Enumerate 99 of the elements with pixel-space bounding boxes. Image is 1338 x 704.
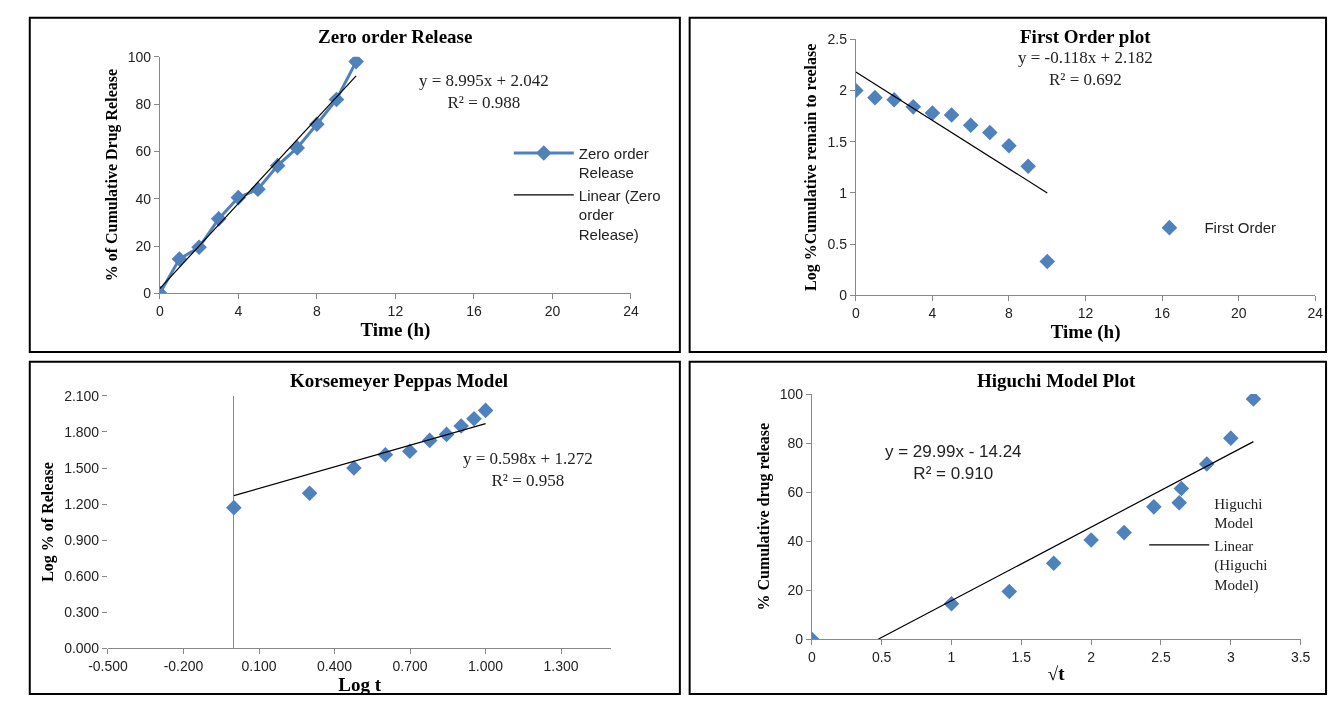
legend-label: Higuchi Model <box>1214 495 1263 532</box>
x-tick-label: 12 <box>1077 305 1094 322</box>
x-tick-label: 4 <box>928 305 937 322</box>
y-tick-label: 1.200 <box>64 495 100 512</box>
point <box>346 460 362 476</box>
y-tick-label: 20 <box>135 237 152 254</box>
point <box>1223 430 1239 446</box>
legend-label: Zero order Release <box>578 144 649 182</box>
y-tick-label: 0.000 <box>64 640 100 657</box>
y-tick-label: 0.900 <box>64 531 100 548</box>
y-tick-label: 0 <box>795 631 804 648</box>
x-tick-label: 24 <box>1307 305 1324 322</box>
y-tick-label: 2.5 <box>827 31 848 48</box>
x-tick-label: 8 <box>1005 305 1014 322</box>
y-axis-title: Log %Cumulative remain to reelase <box>802 43 821 291</box>
legend-label: Linear (Higuchi Model) <box>1214 537 1268 594</box>
point <box>301 485 318 502</box>
chart-title: Korsemeyer Peppas Model <box>290 370 509 391</box>
y-tick-label: 2 <box>839 82 848 99</box>
x-axis-title: Time (h) <box>1050 321 1121 344</box>
x-tick-label: 0.5 <box>871 649 892 666</box>
point <box>1173 480 1190 497</box>
x-tick-label: 2 <box>1087 649 1096 666</box>
point <box>1001 583 1018 600</box>
x-tick-label: 0.400 <box>317 657 353 674</box>
point <box>943 107 960 123</box>
y-tick-label: 80 <box>787 434 804 451</box>
y-tick-label: 40 <box>135 190 152 207</box>
point <box>1001 137 1017 154</box>
x-tick-label: 0 <box>155 303 164 320</box>
y-axis-title: Log % of Release <box>39 462 58 582</box>
y-tick-label: 1.800 <box>64 423 100 440</box>
x-tick-label: 1 <box>947 649 956 666</box>
point <box>1039 253 1056 270</box>
y-tick-label: 100 <box>127 48 152 65</box>
point <box>1245 394 1262 407</box>
annotation: y = 0.598x + 1.272 R² = 0.958 <box>463 449 593 491</box>
chart-title: First Order plot <box>1020 26 1152 47</box>
annotation: y = -0.118x + 2.182 R² = 0.692 <box>1018 48 1153 90</box>
annotation: y = 8.995x + 2.042 R² = 0.988 <box>419 71 549 113</box>
x-tick-label: 1.000 <box>468 657 504 674</box>
point <box>1116 524 1132 541</box>
x-axis-title: Time (h) <box>360 319 431 342</box>
x-tick-label: -0.200 <box>163 657 204 674</box>
y-tick-label: 0.300 <box>64 604 100 620</box>
y-tick-label: 0 <box>143 285 152 302</box>
y-tick-label: 40 <box>787 533 804 550</box>
point <box>171 251 188 267</box>
y-tick-label: 2.100 <box>64 387 100 404</box>
legend-label: Linear (Zero order Release) <box>578 186 661 243</box>
point <box>1083 532 1099 548</box>
y-axis-title: % of Cumulative Drug Release <box>102 68 121 282</box>
x-tick-label: 0 <box>807 649 816 666</box>
y-tick-label: 20 <box>787 582 804 599</box>
x-tick-label: 1.300 <box>543 657 579 674</box>
point <box>348 56 364 70</box>
annotation: y = 29.99x - 14.24 R² = 0.910 <box>885 442 1022 484</box>
x-tick-label: 3.5 <box>1290 649 1311 666</box>
point <box>477 402 494 419</box>
point <box>226 499 242 516</box>
chart-title: Zero order Release <box>318 26 473 47</box>
x-tick-label: 0 <box>851 305 860 322</box>
point <box>982 124 998 141</box>
x-tick-label: 4 <box>234 303 243 320</box>
point <box>867 89 883 106</box>
x-tick-label: 3 <box>1226 649 1235 666</box>
x-tick-label: 24 <box>623 303 639 320</box>
x-tick-label: 20 <box>1230 305 1247 322</box>
x-tick-label: 0.700 <box>392 657 428 674</box>
y-tick-label: 0 <box>839 287 848 304</box>
y-tick-label: 100 <box>779 385 804 402</box>
y-tick-label: 0.5 <box>827 236 848 253</box>
x-tick-label: 1.5 <box>1011 649 1032 666</box>
x-tick-label: 0.100 <box>241 657 277 674</box>
x-tick-label: 16 <box>466 303 482 320</box>
x-tick-label: 16 <box>1154 305 1171 322</box>
y-tick-label: 60 <box>787 484 804 501</box>
y-axis-title: % Cumulative drug release <box>754 422 773 611</box>
point <box>466 410 482 427</box>
point <box>1020 158 1036 175</box>
x-tick-label: -0.500 <box>88 657 129 674</box>
chart-title: Higuchi Model Plot <box>977 370 1136 391</box>
y-tick-label: 1.500 <box>64 459 100 476</box>
legend-label: First Order <box>1204 219 1277 237</box>
x-tick-label: 8 <box>312 303 321 320</box>
point <box>924 105 941 121</box>
point <box>1045 555 1062 572</box>
point <box>962 117 979 134</box>
y-tick-label: 0.600 <box>64 567 100 584</box>
point <box>402 443 418 460</box>
y-tick-label: 1 <box>839 184 848 201</box>
x-tick-label: 20 <box>544 303 561 320</box>
y-tick-label: 80 <box>135 96 152 113</box>
y-tick-label: 60 <box>135 143 152 160</box>
x-tick-label: 2.5 <box>1151 649 1171 666</box>
point <box>1146 499 1162 515</box>
x-tick-label: 12 <box>387 303 404 320</box>
y-tick-label: 1.5 <box>827 133 848 150</box>
x-axis-title: √t <box>1047 662 1066 684</box>
